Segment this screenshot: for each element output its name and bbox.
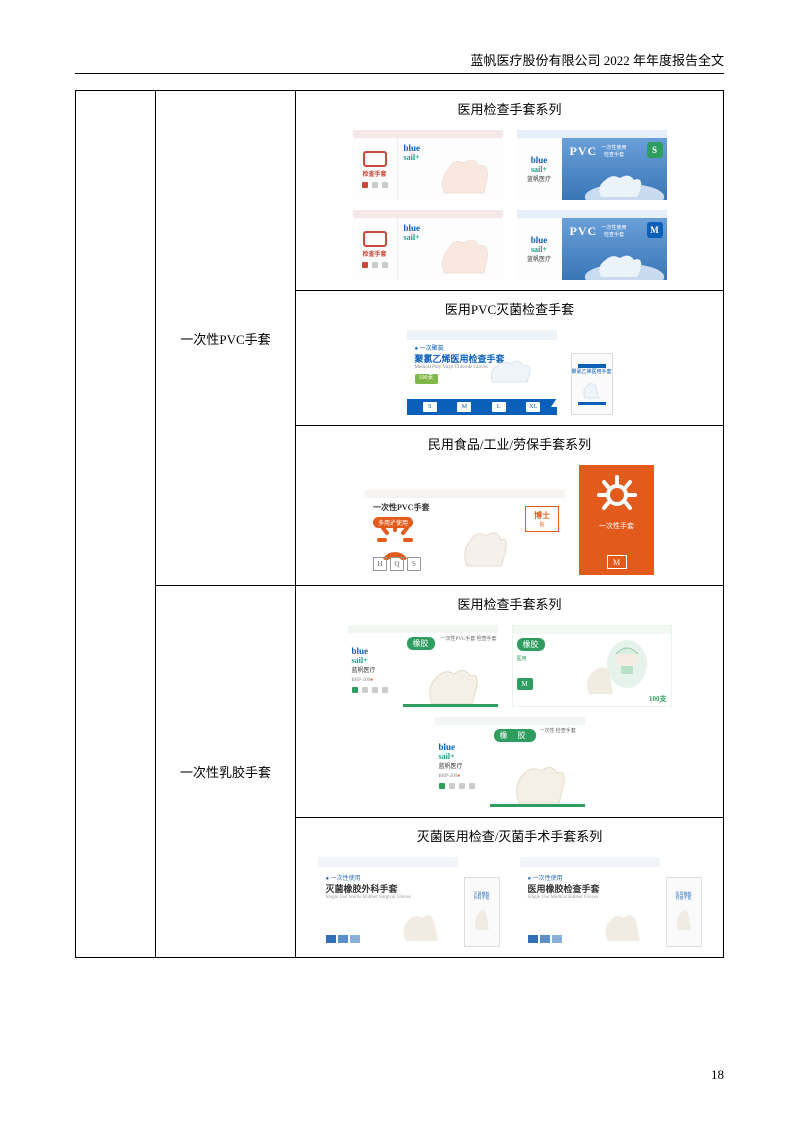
page-header: 蓝帆医疗股份有限公司 2022 年年度报告全文 (75, 50, 724, 74)
latex-box: blue sail+ 蓝帆医疗 BRP-200● 橡 胶 一次性 检查手套 (435, 717, 585, 807)
category-empty (76, 91, 156, 958)
cell-title: 医用检查手套系列 (296, 586, 723, 619)
pvc-row-2: 医用PVC灭菌检查手套 ● 一次聚氯 聚氯乙烯医用检查手套 Medical Po… (296, 291, 724, 426)
pvc-row-1: 医用检查手套系列 检查手套 (296, 91, 724, 291)
product-box: blue sail+ 蓝帆医疗 PVC 一次性使用检查手套 M (517, 210, 667, 280)
product-box: blue sail+ 蓝帆医疗 PVC 一次性使用检查手套 S (517, 130, 667, 200)
cell-title: 灭菌医用检查/灭菌手术手套系列 (296, 818, 723, 851)
tall-orange-box: 一次性手套 M (579, 465, 654, 575)
page-number: 18 (711, 1067, 724, 1083)
category-latex: 一次性乳胶手套 (156, 586, 296, 958)
product-box: 检查手套 blue sail+ (353, 130, 503, 200)
latex-box: blue sail+ 蓝帆医疗 BRP-200● 橡胶 一次性PVC手套 检查手… (348, 625, 498, 707)
cell-title: 医用PVC灭菌检查手套 (296, 291, 723, 324)
product-table: 一次性PVC手套 医用检查手套系列 检查手套 (75, 90, 724, 958)
civil-box: 一次性PVC手套 多用途使用 博士 贴 H (365, 490, 565, 575)
surgical-combo: ● 一次性使用 灭菌橡胶外科手套 Single Use Sterile Rubb… (318, 857, 500, 947)
sterile-box: ● 一次聚氯 聚氯乙烯医用检查手套 Medical Poly Vinyl Chl… (407, 330, 557, 415)
sachet: 聚氯乙烯医用手套 (571, 353, 613, 415)
latex-row-2: 灭菌医用检查/灭菌手术手套系列 ● 一次性使用 灭菌橡胶外科手套 Single … (296, 818, 724, 958)
category-pvc: 一次性PVC手套 (156, 91, 296, 586)
pvc-row-3: 民用食品/工业/劳保手套系列 一次性PVC手套 多用途使用 (296, 426, 724, 586)
nurse-box: 橡胶 医用 M (512, 625, 672, 707)
cell-title: 医用检查手套系列 (296, 91, 723, 124)
product-box: 检查手套 blue sail+ (353, 210, 503, 280)
cell-title: 民用食品/工业/劳保手套系列 (296, 426, 723, 459)
latex-row-1: 医用检查手套系列 blue sail+ 蓝帆医疗 BRP-200● (296, 586, 724, 818)
surgical-combo: ● 一次性使用 医用橡胶检查手套 Single Use Medical Rubb… (520, 857, 702, 947)
